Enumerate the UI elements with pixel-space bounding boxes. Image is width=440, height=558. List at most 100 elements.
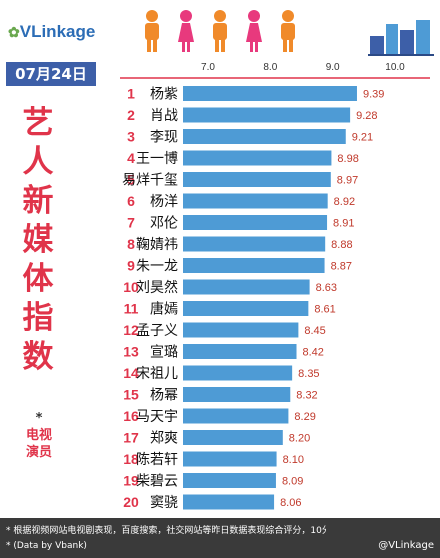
value-label: 8.91: [333, 218, 354, 230]
value-label: 8.29: [294, 411, 315, 423]
value-label: 8.09: [282, 476, 303, 488]
subtitle-text: 电视演员: [25, 428, 52, 460]
bar: [183, 279, 310, 295]
artist-name: 易烊千玺: [122, 173, 178, 189]
rank-label: 6: [127, 193, 135, 209]
rank-label: 18: [123, 451, 139, 467]
bar: [183, 365, 293, 381]
bar: [183, 301, 309, 316]
value-label: 8.97: [337, 175, 358, 187]
artist-name: 肖战: [150, 108, 178, 124]
value-label: 8.35: [298, 368, 319, 380]
person-icon: [213, 10, 227, 52]
value-label: 9.28: [356, 110, 377, 122]
artist-name: 杨紫: [150, 87, 178, 103]
value-label: 8.06: [280, 497, 301, 509]
value-label: 9.21: [352, 132, 373, 144]
artist-name: 孟子义: [136, 323, 178, 339]
artist-name: 宣璐: [150, 345, 178, 361]
date-label: 07月24日: [6, 62, 96, 86]
bar: [183, 258, 325, 273]
subtitle-star: *: [35, 411, 43, 426]
artist-name: 王一博: [136, 150, 178, 167]
artist-name: 鞠婧祎: [136, 237, 178, 253]
bar: [183, 129, 346, 144]
tick-label: 7.0: [201, 62, 215, 73]
value-label: 8.63: [316, 282, 337, 294]
city-decoration-icon: [368, 20, 434, 56]
artist-name: 杨洋: [150, 194, 178, 210]
value-label: 8.20: [289, 433, 310, 445]
rank-label: 11: [124, 301, 139, 317]
value-label: 8.32: [296, 390, 317, 402]
chart-subtitle: * 电视演员: [24, 410, 54, 461]
leaf-icon: ✿: [8, 24, 20, 40]
rank-label: 5: [127, 172, 135, 188]
value-label: 9.39: [363, 89, 384, 101]
bar: [183, 215, 328, 230]
rank-label: 1: [127, 86, 135, 102]
ranking-chart: 7.0 8.0 9.0 10.0 1 杨紫 9.39 2 肖战 9.28 3 李现 9.21 4 王一博 8.…: [120, 62, 430, 511]
bar: [183, 494, 275, 510]
people-icons: [145, 10, 295, 52]
tick-label: 9.0: [326, 62, 340, 73]
artist-name: 陈若轩: [136, 451, 178, 468]
artist-name: 马天宇: [136, 409, 178, 425]
rank-label: 19: [123, 473, 139, 489]
bar: [183, 344, 297, 359]
person-icon: [145, 10, 159, 52]
bar: [183, 408, 289, 424]
artist-name: 朱一龙: [136, 259, 178, 275]
rank-label: 13: [123, 344, 139, 360]
artist-name: 柴碧云: [136, 474, 178, 490]
person-icon: [246, 10, 262, 52]
value-label: 8.88: [331, 239, 352, 251]
bar: [183, 430, 283, 445]
value-label: 8.92: [334, 196, 355, 208]
rank-label: 16: [123, 408, 139, 424]
footer: * 根据视频网站电视剧表现，百度搜索，社交网站等昨日数据表现综合评分，10分制 …: [0, 518, 440, 558]
artist-name: 杨幂: [150, 388, 178, 404]
rank-label: 10: [123, 279, 139, 295]
artist-name: 宋祖儿: [136, 366, 178, 382]
artist-name: 邓伦: [150, 216, 178, 232]
value-label: 8.42: [303, 347, 324, 359]
value-label: 8.98: [337, 153, 358, 165]
chart-title: 艺人新媒体指数: [22, 105, 54, 375]
person-icon: [281, 10, 295, 52]
bar: [183, 172, 331, 187]
bar: [183, 387, 291, 402]
bar: [183, 236, 326, 252]
rank-label: 9: [127, 258, 135, 274]
rank-label: 8: [127, 236, 135, 252]
artist-name: 郑爽: [150, 431, 178, 447]
artist-name: 唐嫣: [150, 301, 178, 318]
bar: [183, 322, 299, 338]
weibo-handle: @VLinkage: [378, 540, 434, 551]
rank-label: 17: [123, 430, 139, 446]
bar: [183, 107, 351, 123]
tick-label: 10.0: [385, 62, 405, 73]
value-label: 8.10: [283, 454, 304, 466]
footer-note: * 根据视频网站电视剧表现，百度搜索，社交网站等昨日数据表现综合评分，10分制: [6, 526, 326, 536]
rank-label: 7: [127, 215, 135, 231]
value-label: 8.61: [314, 304, 335, 316]
rank-label: 14: [123, 365, 139, 381]
brand-name: VLinkage: [19, 22, 96, 41]
bar: [183, 451, 277, 467]
bar: [183, 150, 332, 166]
bar: [183, 86, 357, 101]
rank-label: 12: [123, 322, 139, 338]
person-icon: [178, 10, 194, 52]
rank-label: 2: [127, 107, 135, 123]
rank-label: 20: [123, 494, 139, 510]
bar: [183, 193, 328, 209]
value-label: 8.87: [331, 261, 352, 273]
artist-name: 李现: [150, 130, 178, 146]
value-label: 8.45: [304, 325, 325, 337]
rank-label: 15: [123, 387, 139, 403]
tick-label: 8.0: [263, 62, 277, 73]
brand-logo: ✿VLinkage: [8, 22, 95, 42]
artist-name: 刘昊然: [136, 279, 178, 296]
footer-source: * (Data by Vbank): [6, 541, 87, 551]
